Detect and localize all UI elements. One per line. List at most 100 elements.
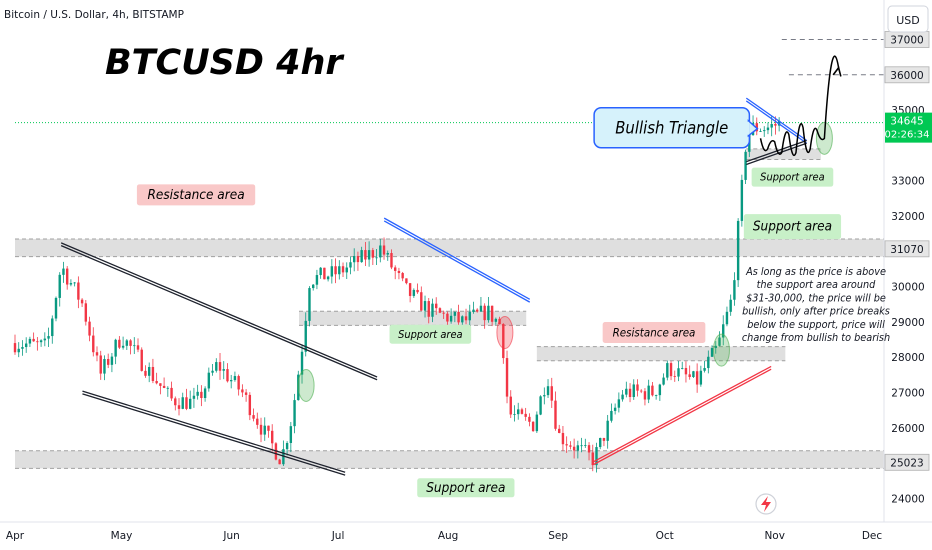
- candle-body: [520, 409, 524, 414]
- candle-body: [658, 384, 662, 396]
- candle-body: [259, 424, 263, 435]
- downtrend-blue-line-double: [383, 220, 531, 303]
- candle-body: [502, 324, 505, 359]
- uptrend-red-line-double: [593, 368, 772, 466]
- candle-body: [270, 430, 274, 444]
- currency-button[interactable]: [887, 5, 929, 33]
- support-area-label-jul[interactable]: Support area: [389, 324, 472, 344]
- candle-body: [371, 250, 375, 258]
- bullish-triangle-label[interactable]: Bullish Triangle: [593, 107, 759, 149]
- uptrend-red-line[interactable]: [593, 365, 772, 463]
- candle-body: [457, 311, 460, 323]
- wedge-upper-line[interactable]: [60, 242, 378, 378]
- candle-body: [174, 398, 177, 406]
- support-area-label-bottom[interactable]: Support area: [417, 478, 515, 498]
- resistance-area-label-top[interactable]: Resistance area: [136, 184, 256, 206]
- candle-body: [595, 447, 598, 466]
- candle-body: [256, 418, 259, 425]
- candle-body: [211, 370, 214, 373]
- candle-body: [304, 320, 307, 352]
- price-tick-label: 32000: [891, 211, 924, 223]
- candle-body: [408, 283, 412, 296]
- support-area-label-oct-text: Support area: [760, 171, 825, 184]
- candle-body: [431, 303, 434, 317]
- candle-body: [222, 369, 225, 371]
- candle-body: [39, 340, 43, 343]
- candle-body: [636, 384, 639, 391]
- candle-body: [237, 376, 240, 390]
- candle-body: [334, 266, 337, 275]
- wedge-lower-line[interactable]: [82, 390, 346, 473]
- support-area-label-jul-box: [389, 324, 472, 344]
- candle-body: [114, 339, 117, 357]
- price-highlight-box: [884, 453, 930, 471]
- resistance-zone-sep: [536, 346, 786, 361]
- candle-body: [136, 345, 140, 350]
- time-tick-label: Jul: [331, 530, 345, 542]
- candle-body: [21, 347, 24, 349]
- countdown-label: 02:26:34: [885, 130, 930, 141]
- candle-body: [47, 336, 50, 339]
- tradingview-lightning-icon[interactable]: [755, 493, 777, 515]
- candle-body: [125, 340, 129, 346]
- downtrend-blue-line[interactable]: [383, 217, 531, 300]
- candle-body: [28, 338, 32, 344]
- candle-body: [561, 432, 565, 445]
- levels-layer: [15, 39, 884, 124]
- triangle-upper-line-double: [745, 100, 808, 144]
- candle-body: [166, 387, 170, 389]
- support-area-label-bottom-box: [417, 478, 515, 498]
- candle-body: [77, 282, 80, 300]
- candle-body: [133, 345, 136, 347]
- candle-body: [490, 305, 494, 322]
- candle-body: [330, 266, 334, 277]
- breakout-marker-oct: [712, 333, 730, 367]
- candle-body: [558, 428, 561, 433]
- candle-body: [95, 352, 99, 356]
- resistance-zone-upper: [15, 238, 884, 257]
- support-area-label-right[interactable]: Support area: [743, 214, 842, 240]
- analysis-note-line: change from bullish to bearish: [742, 331, 890, 344]
- candle-body: [539, 396, 542, 415]
- candle-body: [494, 318, 498, 322]
- resistance-area-label-top-text: Resistance area: [147, 187, 244, 203]
- breakout-marker-june: [297, 368, 315, 402]
- candle-body: [196, 391, 199, 396]
- candle-body: [312, 284, 315, 289]
- candle-body: [554, 400, 557, 429]
- candle-body: [379, 245, 382, 258]
- price-tick-label: 28000: [891, 352, 924, 364]
- analysis-note-line: below the support, price will: [747, 318, 885, 331]
- candle-body: [617, 399, 621, 408]
- candle-body: [218, 362, 222, 371]
- candle-body: [140, 349, 143, 371]
- candle-body: [267, 425, 270, 431]
- candle-body: [155, 380, 158, 384]
- candle-body: [569, 445, 572, 447]
- support-zone-oct: [746, 148, 821, 160]
- annotations-layer: Resistance area Support area Support area R…: [136, 107, 842, 498]
- candle-body: [483, 305, 486, 321]
- price-highlight-label: 36000: [890, 70, 923, 82]
- resistance-area-label-sep[interactable]: Resistance area: [602, 321, 706, 343]
- time-tick-label: Dec: [862, 530, 883, 542]
- time-tick-label: Oct: [656, 530, 674, 542]
- candle-body: [192, 395, 196, 399]
- support-area-label-jul-text: Support area: [398, 328, 463, 341]
- price-axis[interactable]: 3700036000350003300032000300002900028000…: [884, 31, 932, 506]
- time-tick-label: Nov: [764, 530, 785, 542]
- candle-body: [356, 256, 360, 263]
- time-axis[interactable]: Apr May Jun Jul Aug Sep Oct Nov Dec: [6, 530, 882, 542]
- price-highlight-label: 31070: [890, 244, 923, 256]
- highlights-layer: [297, 121, 833, 402]
- candle-body: [162, 385, 166, 388]
- price-tick-label: 30000: [891, 282, 924, 294]
- candle-body: [763, 130, 766, 132]
- projection-path: [759, 55, 840, 157]
- candle-body: [99, 355, 102, 374]
- candle-body: [293, 400, 296, 427]
- support-area-label-oct[interactable]: Support area: [751, 167, 834, 187]
- bullish-triangle-label-text: Bullish Triangle: [615, 118, 728, 137]
- triangle-upper-line[interactable]: [745, 97, 808, 142]
